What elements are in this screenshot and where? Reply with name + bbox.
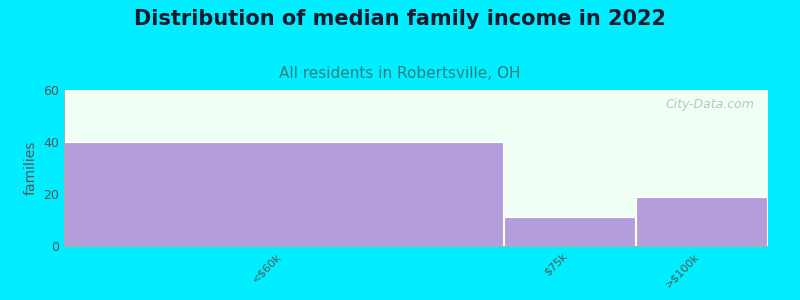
Text: All residents in Robertsville, OH: All residents in Robertsville, OH — [279, 66, 521, 81]
Bar — [64, 142, 503, 246]
Text: City-Data.com: City-Data.com — [665, 98, 754, 111]
Y-axis label: families: families — [24, 141, 38, 195]
Text: Distribution of median family income in 2022: Distribution of median family income in … — [134, 9, 666, 29]
Bar — [504, 218, 635, 246]
Bar — [636, 196, 766, 246]
